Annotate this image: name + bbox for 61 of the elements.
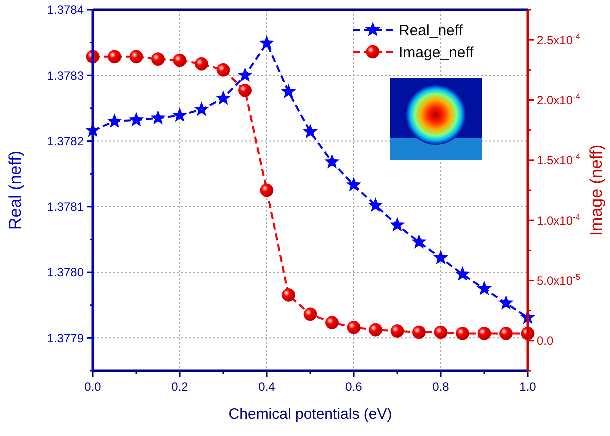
y2-tick-label: 1.0x10$^{-4}$ xyxy=(537,212,581,228)
point xyxy=(107,114,122,128)
y-tick-label: 1.3780 xyxy=(47,266,84,280)
point xyxy=(108,50,122,64)
x-tick-label: 0.2 xyxy=(172,380,189,394)
point xyxy=(152,52,165,66)
x-tick-label: 1.0 xyxy=(520,380,537,394)
x-axis-title: Chemical potentials (eV) xyxy=(228,406,392,423)
point xyxy=(238,84,252,98)
point xyxy=(326,316,339,330)
point xyxy=(456,326,470,340)
point xyxy=(128,112,144,127)
x-tick-label: 0.0 xyxy=(84,380,102,394)
legend-label: Image_neff xyxy=(399,44,475,62)
point xyxy=(455,266,470,281)
point xyxy=(500,326,513,340)
y2-tick-label: 5.0x10$^{-5}$ xyxy=(537,272,581,288)
point xyxy=(216,63,230,77)
y2-tick-label: 2.0x10$^{-4}$ xyxy=(537,91,581,108)
x-tick-label: 0.8 xyxy=(432,380,450,394)
point xyxy=(238,68,253,82)
point xyxy=(412,326,426,340)
y2-axis-title: Image (neff) xyxy=(586,144,606,236)
y2-tick-label: 1.5x10$^{-4}$ xyxy=(537,152,581,168)
legend-label: Real_neff xyxy=(399,22,464,40)
point xyxy=(324,154,340,169)
point xyxy=(281,84,296,99)
x-tick-label: 0.4 xyxy=(258,380,276,394)
point xyxy=(173,54,187,68)
point xyxy=(195,57,208,71)
point xyxy=(347,320,361,334)
point xyxy=(368,198,384,212)
y-tick-label: 1.3782 xyxy=(47,134,84,148)
point xyxy=(150,110,166,125)
x-tick-label: 0.6 xyxy=(346,380,363,394)
point xyxy=(302,124,318,139)
point xyxy=(390,324,404,338)
point xyxy=(259,35,275,50)
point xyxy=(498,295,514,310)
y-tick-label: 1.3783 xyxy=(47,68,84,83)
y2-tick-label: 0.0 xyxy=(537,334,554,348)
y-tick-label: 1.3779 xyxy=(47,331,84,346)
point xyxy=(172,108,188,122)
point xyxy=(412,234,427,249)
point xyxy=(390,217,406,232)
y-tick-label: 1.3784 xyxy=(47,3,84,18)
point xyxy=(282,288,296,302)
point xyxy=(434,326,448,340)
point xyxy=(346,177,362,192)
y2-tick-label: 2.5x10$^{-4}$ xyxy=(537,31,581,48)
point xyxy=(476,280,492,296)
point xyxy=(304,308,318,322)
point xyxy=(433,250,449,265)
point xyxy=(369,323,382,337)
y-axis-title: Real (neff) xyxy=(6,150,25,230)
point xyxy=(130,50,144,64)
point xyxy=(260,184,274,198)
point xyxy=(478,326,492,340)
y-tick-label: 1.3781 xyxy=(47,200,84,214)
point xyxy=(194,102,210,116)
point xyxy=(216,90,232,106)
